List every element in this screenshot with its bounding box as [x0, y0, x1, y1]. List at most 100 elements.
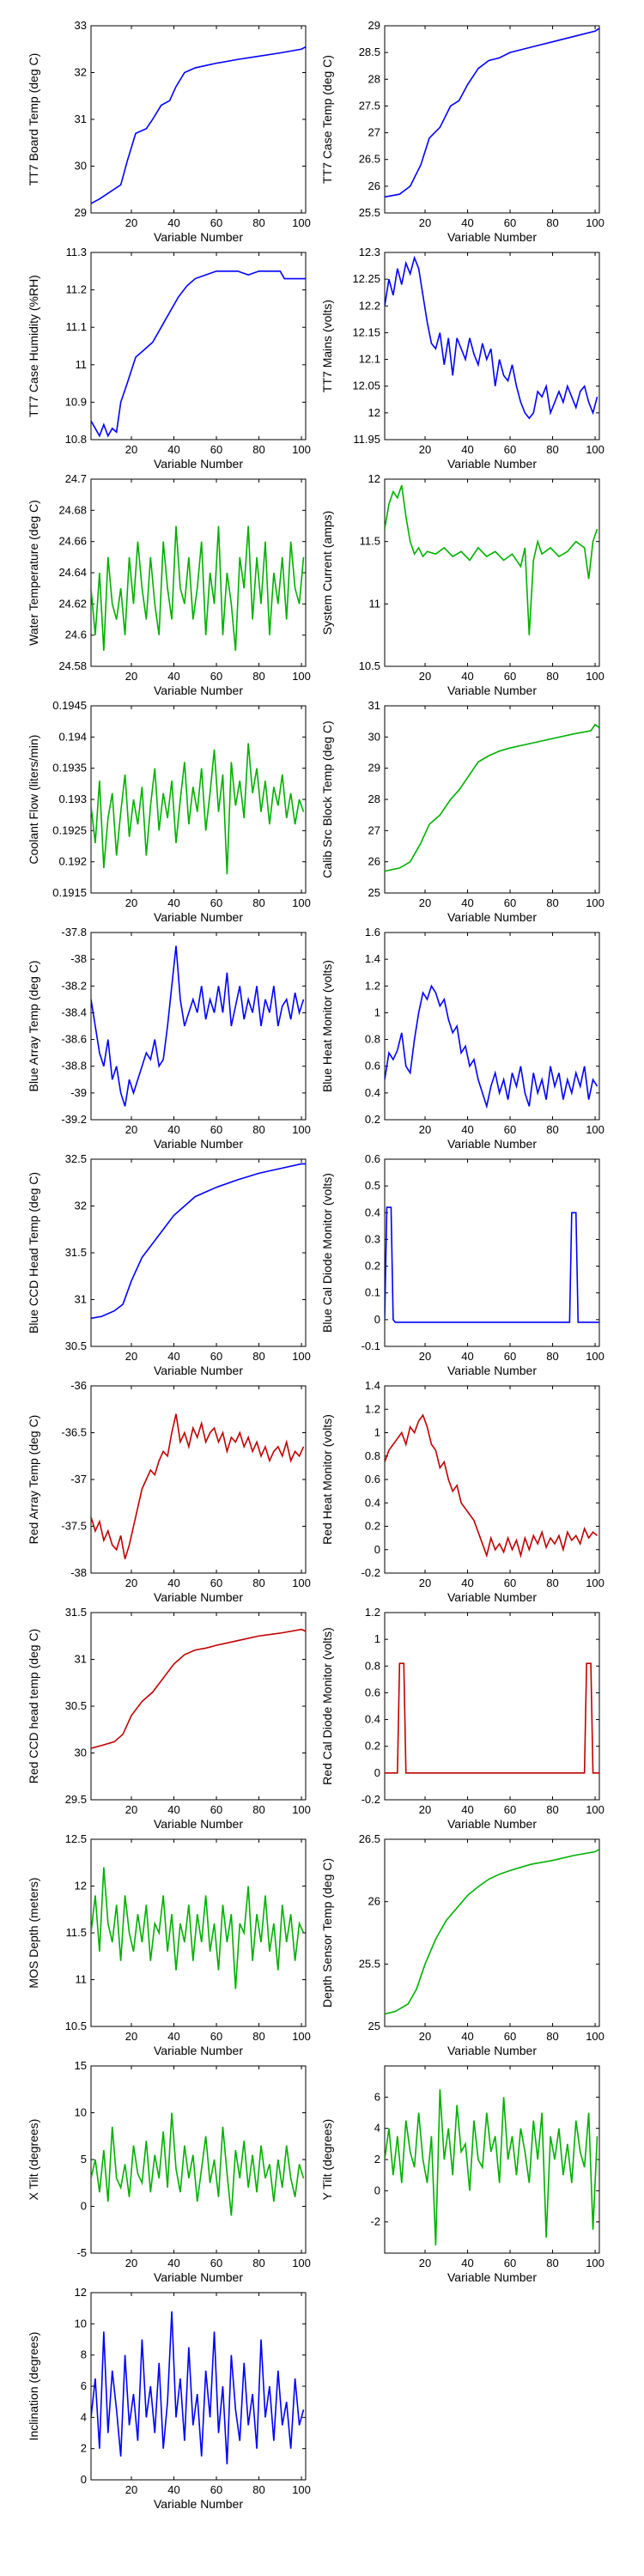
y-tick-label: 31 [368, 699, 380, 712]
x-tick-label: 100 [292, 216, 311, 229]
series-line [385, 27, 599, 198]
y-tick-label: 27 [368, 126, 380, 139]
x-tick-label: 60 [210, 1123, 222, 1136]
y-tick-label: 24.58 [58, 659, 87, 672]
x-tick-label: 60 [504, 1577, 516, 1589]
x-axis-label: Variable Number [447, 1137, 537, 1151]
y-axis-label: Blue Cal Diode Monitor (volts) [320, 1173, 334, 1333]
y-axis-label: Red Cal Diode Monitor (volts) [320, 1627, 334, 1785]
y-tick-label: -0.1 [361, 1340, 380, 1352]
x-tick-label: 80 [252, 1123, 264, 1136]
x-tick-label: 40 [167, 670, 179, 683]
y-tick-label: 31.5 [65, 1606, 87, 1619]
chart-panel-18: 20 40 60 80 100 25 25.5 26 26.5 Variable Number De… [320, 1832, 605, 2057]
y-tick-label: 0.3 [365, 1232, 380, 1245]
y-tick-label: 0.4 [365, 1496, 380, 1509]
y-axis-label: MOS Depth (meters) [27, 1877, 40, 1988]
x-tick-label: 100 [586, 2257, 605, 2269]
x-tick-label: 20 [125, 1577, 137, 1589]
y-tick-label: 12.1 [359, 353, 380, 366]
y-tick-label: 0.193 [58, 793, 87, 805]
y-tick-label: 30 [75, 1747, 87, 1759]
y-tick-label: 1 [374, 1632, 380, 1645]
x-tick-label: 80 [252, 443, 264, 456]
y-tick-label: 1.2 [365, 1402, 380, 1415]
x-tick-label: 80 [546, 670, 558, 683]
y-tick-label: -38 [70, 952, 87, 965]
y-tick-label: 12.05 [352, 380, 380, 392]
x-tick-label: 80 [546, 2257, 558, 2269]
axes-frame [90, 1158, 307, 1347]
y-tick-label: 1 [374, 1005, 380, 1018]
y-tick-label: 0.6 [365, 1152, 380, 1165]
y-tick-label: 25.5 [359, 206, 380, 219]
y-tick-label: 1.2 [365, 979, 380, 992]
y-tick-label: -0.2 [361, 1793, 380, 1806]
y-tick-label: -39.2 [61, 1113, 87, 1126]
x-axis-label: Variable Number [154, 2044, 243, 2057]
y-axis-label: Red Array Temp (deg C) [27, 1415, 40, 1545]
x-tick-label: 100 [292, 2257, 311, 2269]
y-tick-label: 12.15 [352, 325, 380, 338]
y-tick-label: 30 [75, 160, 87, 173]
series-line [385, 1413, 598, 1558]
x-axis-label: Variable Number [154, 457, 243, 471]
x-tick-label: 40 [461, 1350, 473, 1363]
x-axis-label: Variable Number [154, 2270, 243, 2284]
chart-panel-15: 20 40 60 80 100 29.5 30 30.5 31 31.5 Variable Numb… [27, 1606, 311, 1831]
y-tick-label: 0.1925 [52, 823, 87, 836]
y-tick-label: 2 [374, 2153, 380, 2166]
x-tick-label: 60 [504, 443, 516, 456]
x-tick-label: 20 [419, 443, 431, 456]
axes-frame [384, 1612, 600, 1801]
y-tick-label: 32 [75, 66, 87, 79]
y-tick-label: -36.5 [61, 1426, 87, 1439]
y-tick-label: 0.2 [365, 1113, 380, 1126]
x-tick-label: 100 [292, 670, 311, 683]
series-line [385, 1206, 599, 1323]
x-axis-label: Variable Number [154, 683, 243, 697]
y-axis-label: Blue Heat Monitor (volts) [320, 960, 334, 1092]
chart-panel-17: 20 40 60 80 100 10.5 11 11.5 12 12.5 Variable Numb… [27, 1832, 311, 2057]
x-tick-label: 20 [125, 1350, 137, 1363]
y-tick-label: 31.5 [65, 1246, 87, 1259]
y-axis-label: Calib Src Block Temp (deg C) [320, 720, 334, 878]
y-axis-label: Coolant Flow (liters/min) [27, 735, 40, 865]
y-tick-label: 10.5 [359, 659, 380, 672]
y-axis-label: System Current (amps) [320, 511, 334, 635]
y-tick-label: 31 [75, 1653, 87, 1666]
x-tick-label: 20 [125, 2030, 137, 2043]
chart-panel-5: 20 40 60 80 100 24.58 24.6 24.62 24.64 24.66 24.68… [27, 472, 311, 697]
series-line [385, 255, 598, 420]
x-axis-label: Variable Number [447, 910, 537, 924]
y-tick-label: 26 [368, 1895, 380, 1908]
axes-frame [384, 2065, 600, 2254]
y-tick-label: 6 [374, 2090, 380, 2103]
x-tick-label: 100 [586, 670, 605, 683]
x-tick-label: 60 [504, 216, 516, 229]
x-tick-label: 80 [252, 896, 264, 909]
x-tick-label: 60 [210, 1350, 222, 1363]
y-tick-label: 30 [368, 730, 380, 743]
y-tick-label: 24.6 [65, 629, 87, 641]
x-axis-label: Variable Number [447, 230, 537, 244]
axes-frame [384, 1158, 600, 1347]
axes-frame [384, 932, 600, 1121]
y-tick-label: -38.2 [61, 979, 87, 992]
x-tick-label: 40 [167, 2030, 179, 2043]
x-tick-label: 100 [292, 2483, 311, 2496]
axes-frame [384, 705, 600, 894]
x-tick-label: 80 [252, 2030, 264, 2043]
y-tick-label: 11 [369, 597, 381, 610]
y-tick-label: 1.6 [365, 926, 380, 939]
y-axis-label: TT7 Board Temp (deg C) [27, 53, 40, 186]
y-tick-label: 0.5 [365, 1179, 380, 1192]
x-tick-label: 80 [546, 1350, 558, 1363]
y-tick-label: 26 [368, 855, 380, 868]
x-tick-label: 100 [586, 443, 605, 456]
x-tick-label: 100 [292, 2030, 311, 2043]
x-tick-label: 60 [504, 1803, 516, 1816]
y-tick-label: 12 [75, 1880, 87, 1893]
y-tick-label: 11.3 [66, 246, 87, 258]
y-tick-label: 29 [75, 206, 87, 219]
